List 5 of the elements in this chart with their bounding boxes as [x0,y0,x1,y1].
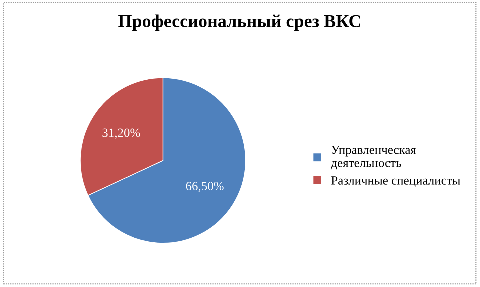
legend-label: Различные специалисты [332,176,460,188]
legend-label: Управленческая деятельность [331,146,416,170]
chart-title: Профессиональный срез ВКС [118,14,360,32]
data-label: 31,20% [102,128,140,139]
data-label: 66,50% [186,182,224,192]
